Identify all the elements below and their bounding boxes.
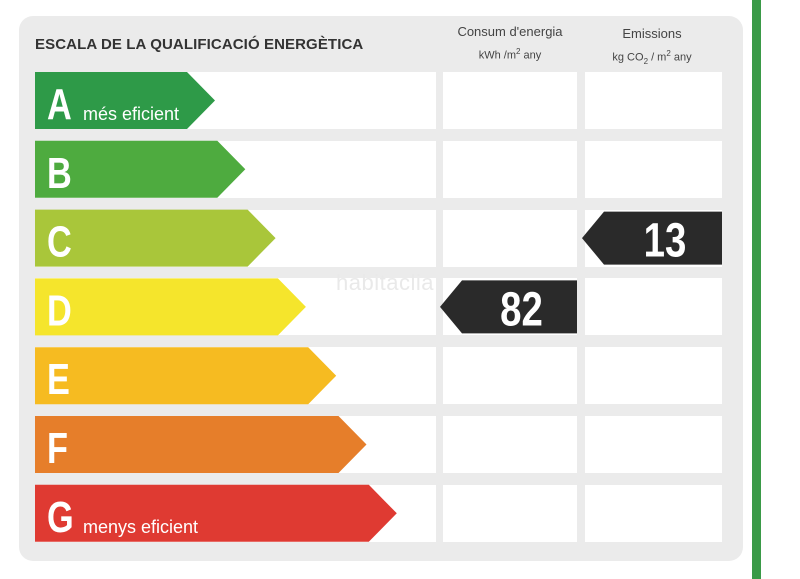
- consumption-cell: [443, 209, 577, 267]
- consumption-cell: [443, 484, 577, 542]
- class-label: menys eficient: [83, 517, 198, 537]
- emissions-label: Emissions: [622, 26, 682, 41]
- emissions-unit: kg CO2 / m2 any: [612, 49, 692, 66]
- class-letter: D: [47, 286, 72, 335]
- consumption-cell: [443, 347, 577, 405]
- emissions-header: Emissions kg CO2 / m2 any: [582, 26, 722, 70]
- emissions-indicator-value: 13: [644, 215, 687, 268]
- class-f-arrow: F: [35, 416, 367, 473]
- consumption-indicator: 82: [440, 280, 577, 336]
- emissions-cell: [585, 484, 722, 542]
- class-label: més eficient: [83, 104, 179, 124]
- class-letter: A: [47, 80, 72, 129]
- class-b-arrow: B: [35, 140, 246, 198]
- consumption-cell: [443, 72, 577, 129]
- consumption-label: Consum d'energia: [457, 24, 563, 39]
- consumption-cell: [443, 416, 577, 473]
- class-letter: E: [47, 355, 70, 404]
- green-border: [752, 0, 761, 579]
- consumption-cell: [443, 140, 577, 198]
- emissions-cell: [585, 72, 722, 129]
- class-letter: G: [47, 493, 74, 542]
- class-c-arrow: C: [35, 209, 276, 267]
- emissions-indicator: 13: [582, 211, 722, 268]
- consumption-unit: kWh /m2 any: [478, 47, 542, 62]
- scale-title: ESCALA DE LA QUALIFICACIÓ ENERGÈTICA: [35, 36, 364, 53]
- emissions-cell: [585, 140, 722, 198]
- watermark: habitaclia: [336, 270, 434, 295]
- consumption-header: Consum d'energia kWh /m2 any: [440, 24, 580, 64]
- consumption-indicator-value: 82: [500, 283, 543, 336]
- emissions-cell: [585, 347, 722, 405]
- class-letter: B: [47, 149, 72, 198]
- class-letter: F: [47, 424, 68, 473]
- emissions-cell: [585, 278, 722, 336]
- class-d-arrow: D: [35, 278, 306, 335]
- class-letter: C: [47, 218, 72, 267]
- emissions-cell: [585, 416, 722, 473]
- class-e-arrow: E: [35, 347, 337, 404]
